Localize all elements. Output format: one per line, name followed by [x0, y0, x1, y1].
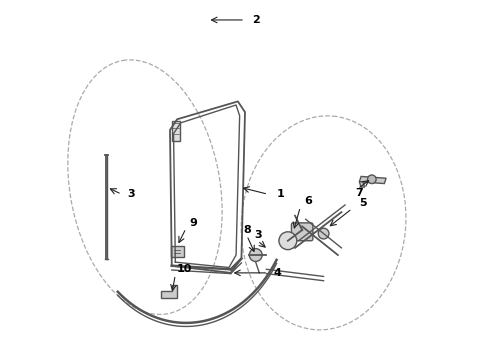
- Circle shape: [279, 232, 297, 249]
- FancyBboxPatch shape: [292, 223, 313, 241]
- FancyBboxPatch shape: [172, 121, 180, 141]
- Text: 2: 2: [252, 15, 260, 25]
- Text: 10: 10: [177, 264, 193, 274]
- Circle shape: [368, 175, 376, 184]
- Circle shape: [318, 228, 329, 239]
- Polygon shape: [359, 182, 365, 187]
- Text: 5: 5: [359, 198, 367, 208]
- Text: 4: 4: [273, 268, 281, 278]
- Text: 3: 3: [254, 230, 262, 240]
- Polygon shape: [161, 285, 177, 298]
- Text: 6: 6: [304, 197, 312, 206]
- Text: 9: 9: [190, 218, 197, 228]
- Text: 3: 3: [127, 189, 135, 199]
- Text: 7: 7: [355, 188, 363, 198]
- Circle shape: [249, 249, 262, 261]
- FancyBboxPatch shape: [171, 246, 184, 257]
- Polygon shape: [359, 176, 386, 184]
- Text: 1: 1: [277, 189, 285, 199]
- Text: 8: 8: [243, 225, 251, 235]
